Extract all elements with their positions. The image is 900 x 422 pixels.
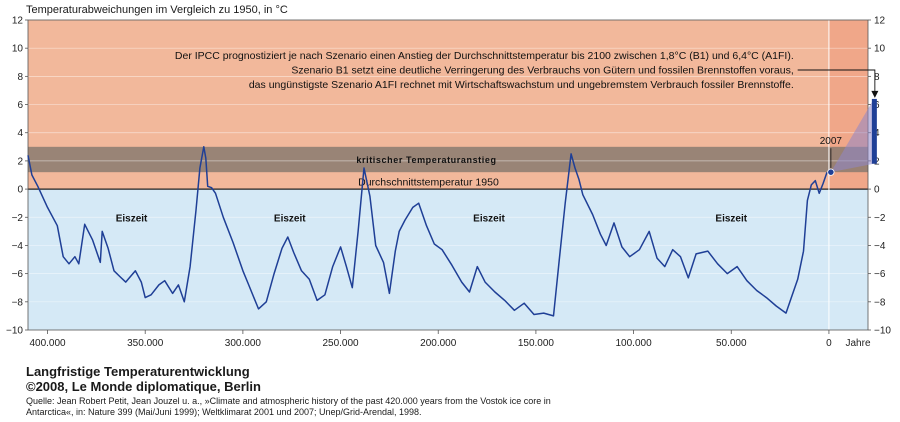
y-tick-label-left: −10 <box>6 326 23 337</box>
y-tick-label-right: 6 <box>874 100 880 111</box>
x-tick-label: 50.000 <box>716 338 747 349</box>
forecast-wedge <box>830 98 874 173</box>
annotation-line: das ungünstigste Szenario A1FI rechnet m… <box>249 79 794 91</box>
plot-frame <box>27 19 869 331</box>
x-tick-label: 400.000 <box>29 338 66 349</box>
year-2007-label: 2007 <box>820 136 843 147</box>
y-tick-label-left: 2 <box>17 156 23 167</box>
y-tick-label-right: 12 <box>874 16 886 27</box>
y-tick-label-right: 4 <box>874 128 880 139</box>
x-tick-label: 0 <box>826 338 832 349</box>
x-tick-label: 100.000 <box>616 338 653 349</box>
footer-title: Langfristige Temperaturentwicklung <box>26 364 250 379</box>
y-tick-label-left: −2 <box>12 213 24 224</box>
x-tick-label: 250.000 <box>322 338 359 349</box>
annotation-arrowhead <box>871 90 879 98</box>
y-tick-label-left: 12 <box>12 16 24 27</box>
glacial-label: Eiszeit <box>715 214 747 225</box>
annotation-line: Der IPCC prognostiziert je nach Szenario… <box>175 50 794 62</box>
x-tick-label: 200.000 <box>420 338 457 349</box>
y-tick-label-left: 8 <box>17 72 23 83</box>
critical-band <box>28 146 868 173</box>
annotation-line: Szenario B1 setzt eine deutliche Verring… <box>291 65 793 77</box>
y-tick-label-left: −4 <box>12 241 24 252</box>
y-tick-label-left: 4 <box>17 128 23 139</box>
footer-source-2: Antarctica«, in: Nature 399 (Mai/Juni 19… <box>26 407 422 417</box>
y-tick-label-right: −6 <box>874 269 886 280</box>
temperature-series-line <box>27 146 828 317</box>
y-tick-label-right: −4 <box>874 241 886 252</box>
x-tick-label: 350.000 <box>127 338 164 349</box>
y-tick-label-left: 0 <box>17 185 23 196</box>
y-tick-label-right: 2 <box>874 156 880 167</box>
x-tick-label: 300.000 <box>225 338 262 349</box>
y-tick-label-right: −10 <box>874 326 891 337</box>
y-tick-label-right: −8 <box>874 297 886 308</box>
glacial-label: Eiszeit <box>473 214 505 225</box>
footer-source-1: Quelle: Jean Robert Petit, Jean Jouzel u… <box>26 396 551 406</box>
y-tick-label-right: −2 <box>874 213 886 224</box>
y-tick-label-left: 6 <box>17 100 23 111</box>
glacial-label: Eiszeit <box>116 214 148 225</box>
x-tick-label: 150.000 <box>518 338 555 349</box>
y-tick-label-right: 0 <box>874 185 880 196</box>
y-tick-label-left: 10 <box>12 44 24 55</box>
year-2007-point <box>827 168 835 176</box>
y-tick-label-right: 10 <box>874 44 886 55</box>
y-tick-label-left: −8 <box>12 297 24 308</box>
temperature-chart: −10 −10 −8 −8 −6 −6 −4 −4 −2 −2 0 0 2 2 4 4 6 6 8 8 10 10 12 12… <box>6 16 891 350</box>
glacial-label: Eiszeit <box>274 214 306 225</box>
x-axis-label: Jahre <box>845 338 870 349</box>
footer-credit: ©2008, Le Monde diplomatique, Berlin <box>26 379 261 394</box>
y-tick-label-left: −6 <box>12 269 24 280</box>
annotation-leader <box>797 69 876 94</box>
y-tick-label-right: 8 <box>874 72 880 83</box>
baseline-label: Durchschnittstemperatur 1950 <box>358 177 499 189</box>
chart-title: Temperaturabweichungen im Vergleich zu 1… <box>26 4 288 16</box>
forecast-bar <box>871 98 877 164</box>
band-label: kritischer Temperaturanstieg <box>356 155 496 165</box>
